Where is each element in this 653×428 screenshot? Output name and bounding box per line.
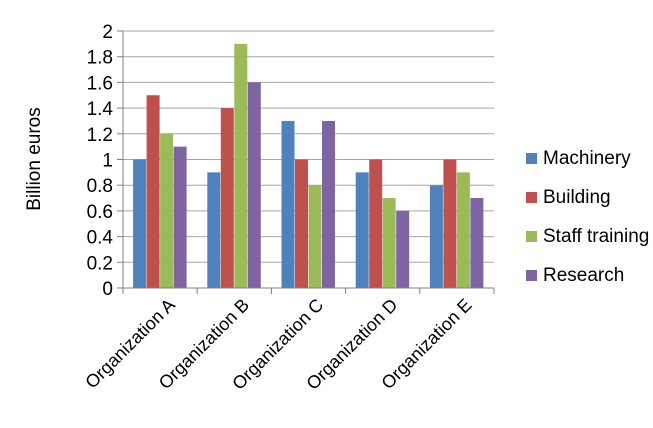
- legend-label: Staff training: [543, 226, 649, 247]
- bar-research: [173, 146, 187, 288]
- y-tick-label: 1.4: [87, 99, 114, 120]
- bar-machinery: [429, 185, 443, 288]
- bar-research: [247, 82, 261, 289]
- bar-staff-training: [160, 133, 174, 288]
- y-tick-label: 1: [102, 151, 113, 172]
- bar-research: [470, 198, 484, 288]
- bar-machinery: [281, 120, 295, 288]
- bar-staff-training: [456, 172, 470, 288]
- bar-staff-training: [382, 198, 396, 288]
- legend-swatch: [526, 192, 537, 203]
- bar-building: [220, 108, 234, 288]
- y-tick-label: 0.2: [87, 253, 113, 274]
- y-tick-label: 1.8: [87, 48, 113, 69]
- y-tick-label: 0.6: [87, 202, 113, 223]
- y-axis-title: Billion euros: [24, 107, 45, 211]
- legend-label: Building: [543, 187, 611, 208]
- y-tick-label: 1.6: [87, 73, 113, 94]
- legend-swatch: [526, 231, 537, 242]
- legend-swatch: [526, 153, 537, 164]
- legend-swatch: [526, 270, 537, 281]
- legend: Machinery Building Staff training Research: [526, 148, 649, 286]
- legend-label: Research: [543, 265, 624, 286]
- bar-building: [295, 159, 308, 288]
- bar-research: [322, 120, 335, 288]
- y-tick-label: 2: [102, 22, 113, 43]
- y-tick-label: 0.8: [87, 176, 113, 197]
- bars: [133, 43, 484, 289]
- bar-machinery: [207, 172, 221, 288]
- y-tick-label: 0.4: [87, 228, 114, 249]
- y-tick-label: 1.2: [87, 125, 113, 146]
- bar-building: [146, 95, 160, 288]
- bar-machinery: [133, 159, 147, 288]
- legend-label: Machinery: [543, 148, 631, 169]
- y-tick-label: 0: [102, 279, 113, 300]
- bar-building: [369, 159, 383, 288]
- bar-staff-training: [234, 43, 248, 288]
- bar-staff-training: [308, 185, 322, 288]
- bar-machinery: [355, 172, 369, 288]
- bar-building: [443, 159, 457, 288]
- bar-research: [396, 210, 410, 288]
